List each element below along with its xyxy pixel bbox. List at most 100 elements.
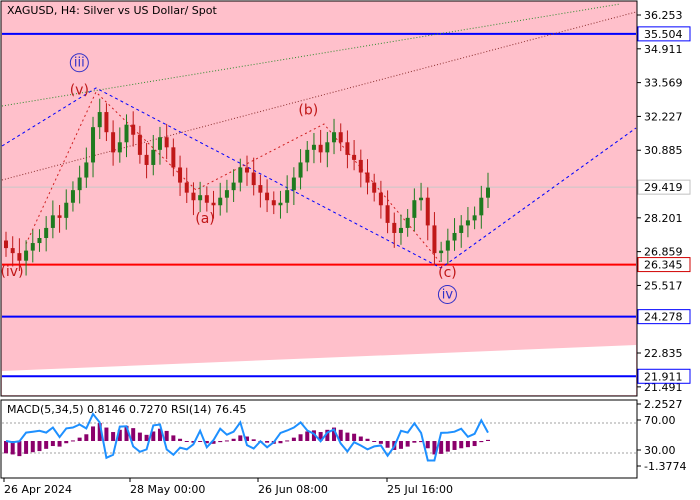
candle-body[interactable] <box>298 162 303 178</box>
macd-histogram-bar <box>144 434 149 441</box>
candle-body[interactable] <box>24 250 29 261</box>
candle-body[interactable] <box>124 124 129 143</box>
macd-histogram-bar <box>30 441 35 453</box>
chart-plot-area <box>0 0 638 397</box>
candle-body[interactable] <box>378 192 383 206</box>
candle-body[interactable] <box>265 192 270 201</box>
candle-body[interactable] <box>285 190 290 203</box>
macd-histogram-bar <box>50 441 55 447</box>
candle-body[interactable] <box>486 187 490 198</box>
candle-body[interactable] <box>465 220 470 226</box>
candle-body[interactable] <box>271 200 276 206</box>
lower-channel-dotted-line[interactable] <box>1 11 637 181</box>
candle-body[interactable] <box>218 197 223 206</box>
candle-body[interactable] <box>345 142 350 155</box>
price-axis-label: 32.227 <box>644 110 683 123</box>
candle-body[interactable] <box>278 202 283 206</box>
macd-histogram-bar <box>385 441 390 448</box>
macd-histogram-bar <box>77 437 82 441</box>
candle-body[interactable] <box>258 185 263 193</box>
candle-body[interactable] <box>184 182 189 193</box>
candle-body[interactable] <box>332 132 337 143</box>
candle-body[interactable] <box>238 167 243 183</box>
candle-body[interactable] <box>157 137 162 150</box>
candle-body[interactable] <box>352 154 357 160</box>
candle-body[interactable] <box>398 227 403 233</box>
macd-histogram-bar <box>204 441 209 444</box>
candle-body[interactable] <box>372 182 377 193</box>
candle-body[interactable] <box>318 144 323 153</box>
candle-body[interactable] <box>117 142 122 153</box>
macd-histogram-bar <box>17 441 22 457</box>
candle-body[interactable] <box>191 192 196 201</box>
candle-body[interactable] <box>245 167 249 173</box>
candle-body[interactable] <box>44 227 49 239</box>
candle-body[interactable] <box>50 215 55 228</box>
candle-body[interactable] <box>392 222 397 233</box>
candle-body[interactable] <box>365 172 370 183</box>
price-marker-label: 29.419 <box>644 181 683 194</box>
candle-body[interactable] <box>445 240 450 251</box>
candle-body[interactable] <box>97 112 102 128</box>
candle-body[interactable] <box>479 197 484 216</box>
candle-body[interactable] <box>64 202 69 218</box>
macd-histogram-bar <box>412 441 417 443</box>
candle-body[interactable] <box>57 215 62 218</box>
candle-body[interactable] <box>358 159 363 173</box>
candle-body[interactable] <box>77 177 82 191</box>
indicator-axis-label: 70.00 <box>644 414 676 427</box>
candle-body[interactable] <box>151 149 156 165</box>
candle-body[interactable] <box>385 205 390 223</box>
price-marker-box <box>637 257 691 273</box>
candle-body[interactable] <box>412 200 417 218</box>
candle-body[interactable] <box>459 225 464 233</box>
candle-body[interactable] <box>439 250 444 254</box>
candle-body[interactable] <box>251 172 256 186</box>
macd-histogram-bar <box>198 441 203 442</box>
candle-body[interactable] <box>164 137 169 148</box>
macd-histogram-bar <box>452 441 457 450</box>
candle-body[interactable] <box>17 253 22 261</box>
candle-body[interactable] <box>84 162 89 178</box>
candle-body[interactable] <box>305 149 310 163</box>
candle-body[interactable] <box>291 177 296 191</box>
candle-body[interactable] <box>311 144 316 150</box>
candle-body[interactable] <box>10 248 15 254</box>
candle-body[interactable] <box>131 124 136 135</box>
candle-body[interactable] <box>231 182 236 191</box>
candle-body[interactable] <box>224 190 229 198</box>
primary-wave-path[interactable] <box>1 87 637 269</box>
candle-body[interactable] <box>472 215 477 221</box>
candle-body[interactable] <box>70 190 75 203</box>
candle-body[interactable] <box>338 132 343 143</box>
macd-histogram-bar <box>24 441 29 454</box>
candle-body[interactable] <box>144 154 149 165</box>
candle-body[interactable] <box>37 238 42 244</box>
price-axis-label: 28.201 <box>644 212 683 225</box>
macd-histogram-bar <box>358 436 363 441</box>
candle-body[interactable] <box>325 142 330 153</box>
macd-histogram-bar <box>137 432 142 441</box>
candle-body[interactable] <box>419 197 424 201</box>
macd-histogram-bar <box>352 433 357 441</box>
price-marker-box <box>637 179 691 195</box>
candle-body[interactable] <box>30 243 35 251</box>
candle-body[interactable] <box>425 197 430 226</box>
candle-body[interactable] <box>432 225 437 254</box>
candle-body[interactable] <box>111 132 116 153</box>
candle-body[interactable] <box>91 127 96 163</box>
macd-histogram-bar <box>439 441 444 454</box>
candle-body[interactable] <box>198 195 203 201</box>
candle-body[interactable] <box>452 232 457 241</box>
candle-body[interactable] <box>104 112 109 133</box>
candle-body[interactable] <box>211 202 216 206</box>
candle-body[interactable] <box>137 134 142 155</box>
candle-body[interactable] <box>405 217 410 228</box>
candle-body[interactable] <box>204 195 209 203</box>
candle-body[interactable] <box>178 167 183 183</box>
minor-wave-label: (c) <box>438 265 457 281</box>
candle-body[interactable] <box>4 240 8 249</box>
macd-histogram-bar <box>479 441 484 443</box>
candle-body[interactable] <box>171 147 176 168</box>
